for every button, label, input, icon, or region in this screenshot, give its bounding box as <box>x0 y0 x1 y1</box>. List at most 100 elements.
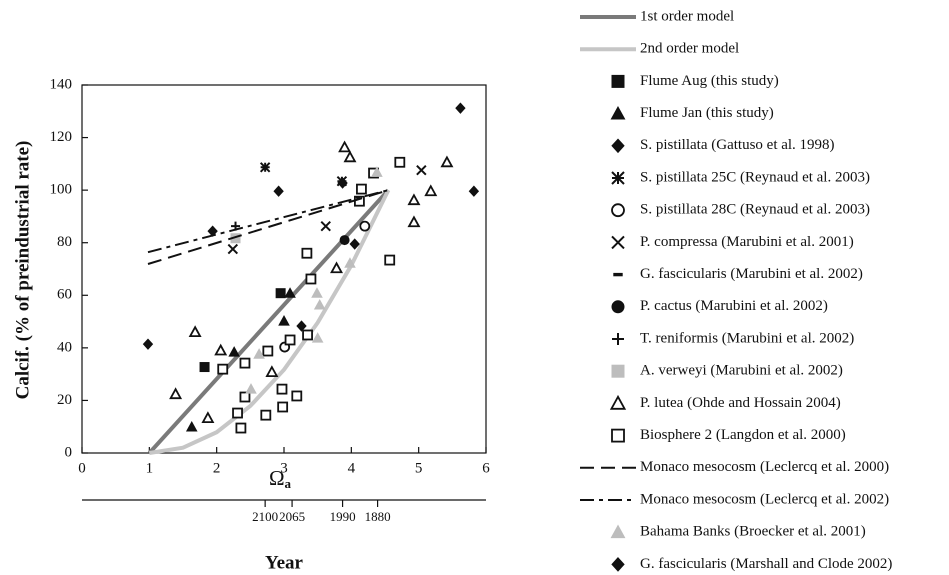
legend-marker <box>611 300 625 314</box>
data-point <box>313 299 326 310</box>
y-tick-label: 140 <box>50 76 73 92</box>
x-tick-label: 0 <box>78 460 86 476</box>
year-tick-label: 2100 <box>252 509 278 524</box>
data-point <box>336 175 348 187</box>
data-point <box>185 420 198 432</box>
data-point <box>277 401 289 413</box>
data-point <box>214 343 228 356</box>
x-tick-label: 5 <box>415 460 423 476</box>
data-point <box>296 320 307 332</box>
legend-marker <box>611 74 625 88</box>
data-point <box>201 411 215 423</box>
plot-frame <box>81 84 487 454</box>
legend-label: Flume Aug (this study) <box>640 73 779 89</box>
data-point <box>142 338 154 350</box>
legend-label: 1st order model <box>640 8 734 24</box>
data-point <box>407 215 421 228</box>
data-point <box>169 387 183 400</box>
data-point <box>262 345 274 357</box>
data-point <box>235 422 247 434</box>
legend-marker <box>611 138 625 154</box>
data-point <box>253 348 265 359</box>
year-tick-label: 2065 <box>279 509 305 524</box>
x-tick-label: 2 <box>213 460 221 476</box>
legend-label: S. pistillata 28C (Reynaud et al. 2003) <box>640 202 870 218</box>
legend-marker <box>611 203 625 218</box>
x-tick-label: 4 <box>348 460 356 476</box>
data-point <box>320 220 331 232</box>
data-point <box>217 363 229 375</box>
legend-label: Monaco mesocosm (Leclercq et al. 2002) <box>640 491 889 507</box>
data-point <box>239 357 251 369</box>
legend-label: G. fascicularis (Marshall and Clode 2002… <box>640 556 892 572</box>
legend-marker <box>613 272 623 277</box>
legend-label: Monaco mesocosm (Leclercq et al. 2000) <box>640 459 889 475</box>
y-tick-label: 0 <box>65 444 73 460</box>
data-point <box>275 288 286 299</box>
data-point <box>199 362 210 373</box>
legend-label: T. reniformis (Marubini et al. 2002) <box>640 330 854 346</box>
model-line <box>149 189 391 455</box>
data-point <box>384 254 396 266</box>
data-point <box>273 185 284 197</box>
legend-label: Biosphere 2 (Langdon et al. 2000) <box>640 427 846 443</box>
data-point <box>284 334 296 346</box>
data-point <box>407 193 421 206</box>
y-tick-label: 80 <box>57 234 72 250</box>
data-point <box>455 102 466 114</box>
legend-marker <box>610 105 626 120</box>
x-tick-label: 3 <box>280 460 288 476</box>
legend-marker <box>611 428 625 443</box>
data-point <box>371 166 383 177</box>
legend-marker <box>611 557 625 572</box>
data-point <box>424 184 438 197</box>
data-point <box>344 257 356 268</box>
legend-label: P. compressa (Marubini et al. 2001) <box>640 234 854 250</box>
data-point <box>394 156 406 168</box>
legend-marker <box>611 364 625 378</box>
data-point <box>278 315 290 326</box>
data-point <box>305 273 317 285</box>
data-point <box>339 235 350 246</box>
data-point <box>232 407 243 419</box>
model-line <box>147 188 390 455</box>
legend-label: Bahama Banks (Broecker et al. 2001) <box>640 524 866 540</box>
model-line <box>147 189 389 254</box>
data-point <box>349 238 360 250</box>
data-point <box>343 150 357 163</box>
legend-label: 2nd order model <box>640 41 739 57</box>
data-point <box>356 183 367 195</box>
y-tick-label: 60 <box>57 287 72 303</box>
x-label-sub: a <box>285 476 292 491</box>
data-point <box>291 390 303 402</box>
data-point <box>227 243 239 255</box>
data-point <box>260 409 272 421</box>
data-point <box>301 247 313 259</box>
y-tick-label: 20 <box>57 392 72 408</box>
data-point <box>311 332 324 343</box>
y-tick-label: 100 <box>50 182 73 198</box>
data-point <box>468 185 480 197</box>
year-tick-label: 1990 <box>330 509 356 524</box>
x-tick-label: 1 <box>146 460 154 476</box>
y-tick-label: 120 <box>50 129 73 145</box>
legend-label: Flume Jan (this study) <box>640 105 774 121</box>
legend-marker <box>611 171 625 185</box>
legend-marker <box>612 333 624 345</box>
data-point <box>265 365 279 377</box>
data-point <box>359 220 371 232</box>
data-point <box>188 325 202 338</box>
year-tick-label: 1880 <box>365 509 391 524</box>
data-point <box>245 383 257 394</box>
data-point <box>302 329 313 341</box>
data-point <box>239 391 251 403</box>
legend-label: S. pistillata (Gattuso et al. 1998) <box>640 137 835 153</box>
data-point <box>259 162 271 173</box>
legend-marker <box>611 235 625 250</box>
year-axis-label: Year <box>265 552 304 573</box>
data-point <box>284 287 296 298</box>
legend-label: P. cactus (Marubini et al. 2002) <box>640 298 828 314</box>
legend-marker <box>610 524 626 539</box>
legend-label: G. fascicularis (Marubini et al. 2002) <box>640 266 863 282</box>
